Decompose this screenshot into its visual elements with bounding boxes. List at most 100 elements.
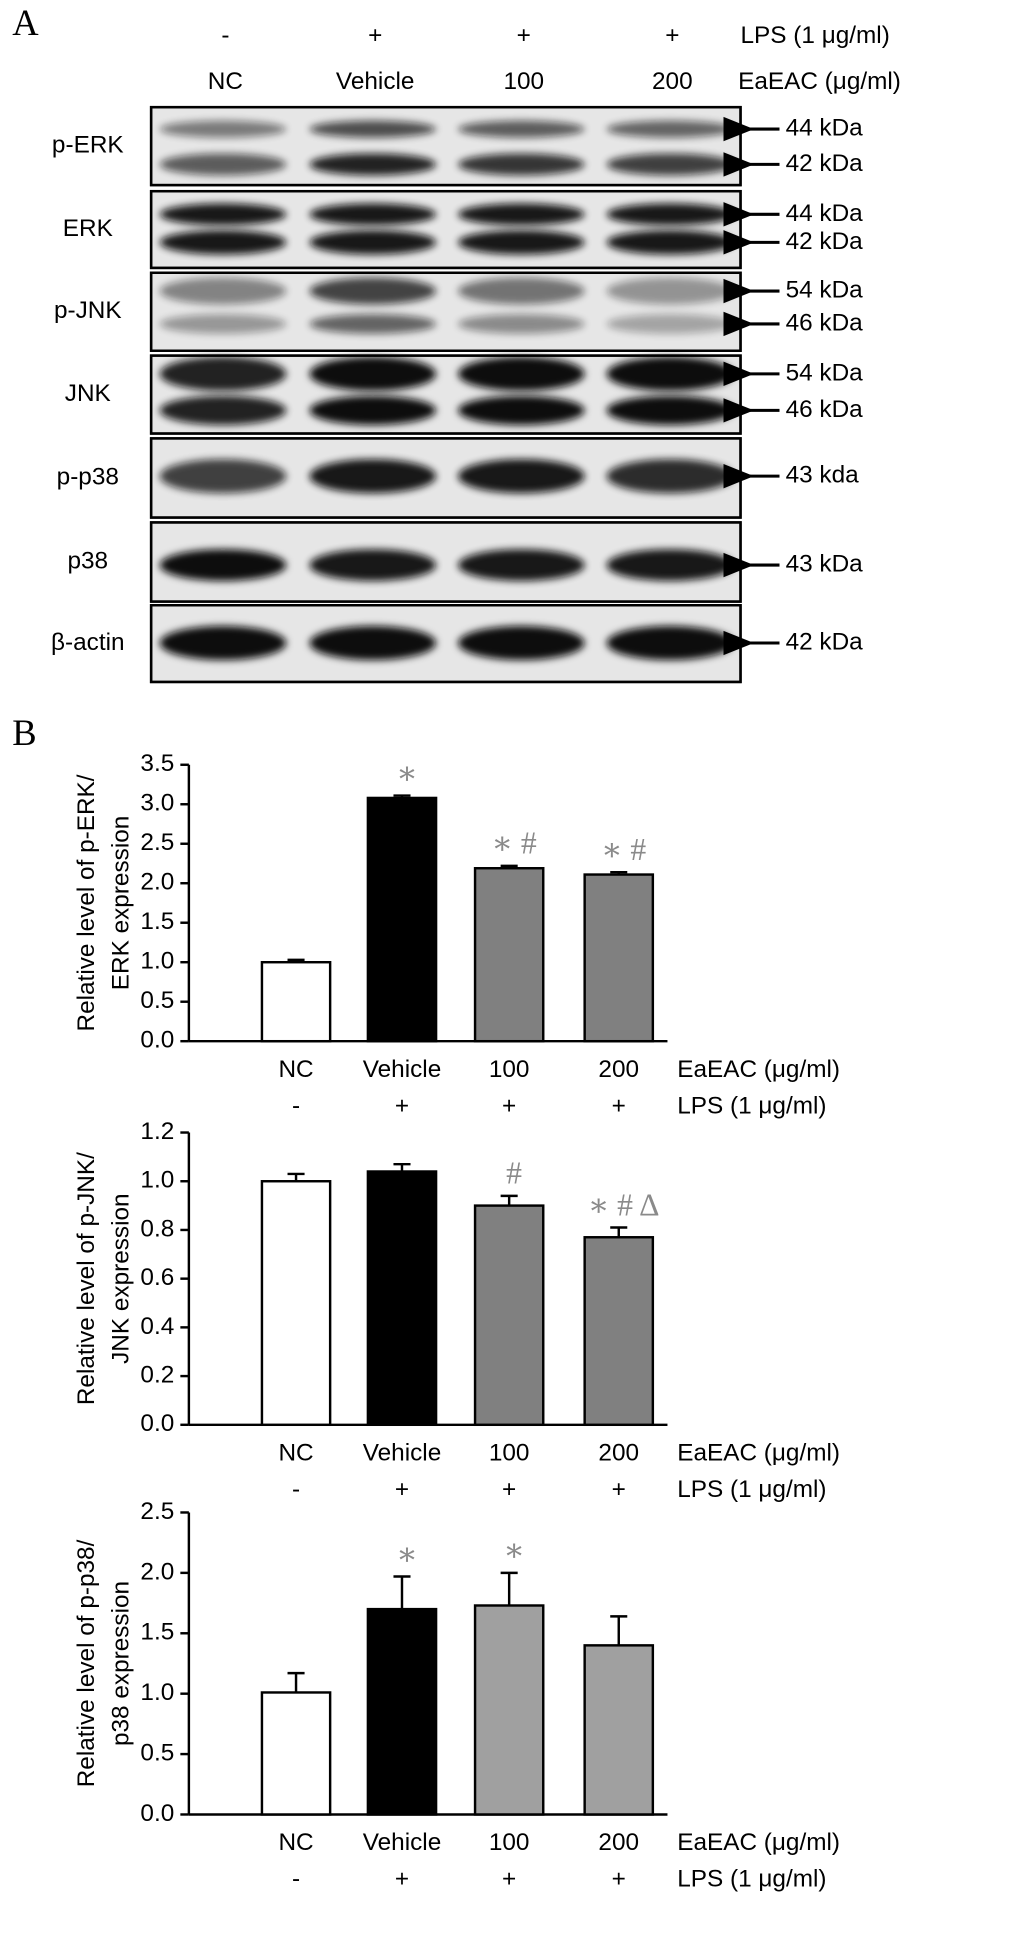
kda-label: 44 kDa (786, 200, 864, 227)
group-label: NC (208, 68, 243, 95)
band (458, 153, 585, 176)
band (606, 277, 734, 305)
x-tick-label: 200 (598, 1439, 639, 1466)
y-tick-label: 0.0 (140, 1027, 174, 1054)
lps-sign: - (292, 1866, 300, 1893)
y-axis-label: ERK expression (107, 816, 134, 991)
bar (583, 1236, 655, 1427)
band (309, 153, 437, 176)
group-label: 200 (652, 68, 693, 95)
band (309, 395, 437, 426)
band (309, 314, 437, 334)
kda-label: 42 kDa (786, 150, 864, 177)
y-tick-label: 0.8 (140, 1215, 174, 1242)
band (159, 395, 287, 426)
lps-sign: + (665, 22, 679, 49)
protein-label: p-ERK (52, 132, 124, 159)
lps-sign: + (612, 1092, 626, 1119)
y-tick-label: 0.0 (140, 1800, 174, 1827)
band (159, 230, 287, 255)
lps-sign: + (612, 1476, 626, 1503)
lps-sign: + (502, 1092, 516, 1119)
band (458, 549, 585, 581)
band (458, 395, 585, 426)
band (309, 459, 437, 494)
bar (473, 1604, 545, 1816)
y-axis-label: Relative level of p-p38/ (73, 1539, 100, 1787)
band (606, 203, 734, 226)
protein-label: ERK (63, 215, 113, 242)
band (606, 230, 734, 255)
x-axis-label: EaEAC (μg/ml) (677, 1056, 840, 1083)
kda-label: 54 kDa (786, 359, 864, 386)
band (159, 120, 287, 138)
protein-label: JNK (65, 380, 111, 407)
lps-sign: + (368, 22, 382, 49)
y-tick-label: 1.2 (140, 1118, 174, 1145)
lps-sign: + (517, 22, 531, 49)
y-tick-label: 0.0 (140, 1410, 174, 1437)
band (458, 314, 585, 334)
y-axis-label: JNK expression (107, 1193, 134, 1363)
lps-sign: - (221, 22, 229, 49)
bar (366, 1607, 438, 1816)
kda-label: 46 kDa (786, 396, 864, 423)
x-tick-label: NC (278, 1056, 313, 1083)
y-tick-label: 1.0 (140, 1167, 174, 1194)
lps-sign: - (292, 1092, 300, 1119)
significance-mark: ∗ (396, 755, 418, 790)
x-tick-label: 100 (489, 1829, 530, 1856)
y-tick-label: 2.5 (140, 1498, 174, 1525)
kda-label: 43 kda (786, 462, 860, 489)
band (606, 395, 734, 426)
y-tick-label: 3.0 (140, 790, 174, 817)
kda-label: 43 kDa (786, 550, 864, 577)
y-tick-label: 2.5 (140, 829, 174, 856)
band (606, 459, 734, 494)
band (458, 625, 585, 661)
significance-mark: ∗ # Δ (588, 1187, 660, 1222)
treatment-label: EaEAC (μg/ml) (738, 68, 901, 95)
band (309, 277, 437, 305)
lps-sign: + (502, 1476, 516, 1503)
y-tick-label: 0.4 (140, 1313, 174, 1340)
kda-label: 54 kDa (786, 276, 864, 303)
band (159, 356, 287, 391)
protein-label: p-p38 (57, 463, 119, 490)
x-axis-label: EaEAC (μg/ml) (677, 1439, 840, 1466)
band (458, 120, 585, 138)
band (159, 203, 287, 226)
bar (366, 1170, 438, 1427)
y-tick-label: 0.2 (140, 1362, 174, 1389)
band (159, 277, 287, 305)
band (309, 203, 437, 226)
x-tick-label: Vehicle (363, 1056, 442, 1083)
band (309, 549, 437, 581)
band (309, 356, 437, 391)
bar (260, 1180, 332, 1427)
band (606, 549, 734, 581)
lps-label: LPS (1 μg/ml) (741, 22, 890, 49)
bar (366, 796, 438, 1043)
bar (583, 1644, 655, 1816)
band (159, 153, 287, 176)
y-tick-label: 0.5 (140, 1740, 174, 1767)
significance-mark: ∗ (503, 1533, 525, 1568)
band (458, 277, 585, 305)
significance-mark: ∗ # (491, 826, 536, 861)
protein-label: p38 (67, 547, 108, 574)
lps-sign: - (292, 1476, 300, 1503)
band (159, 549, 287, 581)
blot-frame (149, 604, 742, 684)
band (309, 625, 437, 661)
x-tick-label: NC (278, 1829, 313, 1856)
y-tick-label: 3.5 (140, 750, 174, 777)
x-tick-label: Vehicle (363, 1829, 442, 1856)
lps-sign: + (395, 1092, 409, 1119)
blot-frame (149, 189, 742, 270)
band (458, 356, 585, 391)
x-tick-label: Vehicle (363, 1439, 442, 1466)
significance-mark: ∗ (396, 1536, 418, 1571)
lps-sign: + (395, 1866, 409, 1893)
